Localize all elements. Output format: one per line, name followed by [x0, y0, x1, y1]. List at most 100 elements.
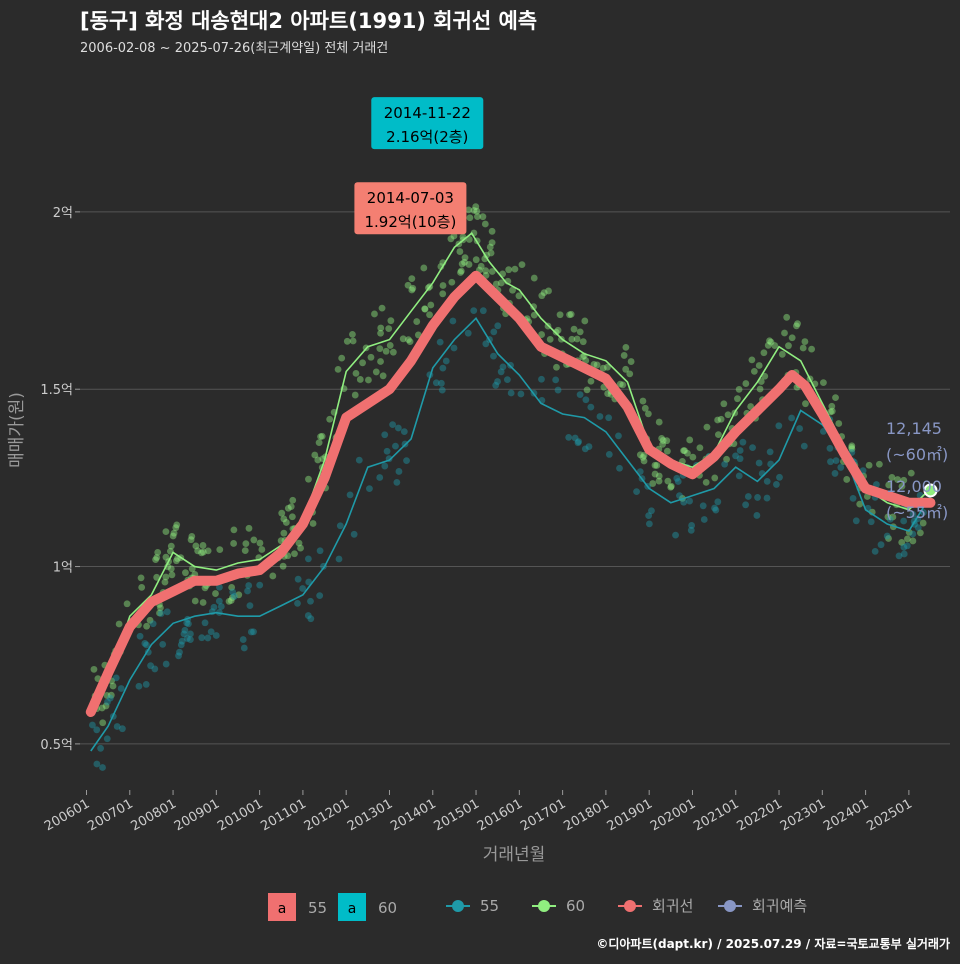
data-point: [648, 507, 655, 515]
data-point: [465, 261, 473, 268]
data-point: [633, 488, 640, 496]
data-point: [714, 498, 722, 506]
data-point: [366, 485, 373, 493]
data-point: [894, 476, 902, 483]
data-point: [488, 239, 496, 246]
data-point: [492, 381, 500, 389]
data-point: [583, 386, 591, 394]
forecast-point: [923, 483, 938, 498]
data-point: [256, 539, 264, 547]
annotation-price: 2.16억(2층): [386, 128, 468, 146]
data-point: [497, 279, 505, 287]
data-point: [305, 578, 313, 586]
y-tick-label: 0.5억: [40, 738, 73, 753]
data-point: [289, 496, 297, 504]
data-point: [739, 438, 747, 446]
data-point: [258, 546, 266, 553]
data-point: [377, 358, 384, 365]
data-point: [800, 442, 808, 450]
data-point: [465, 206, 473, 214]
data-point: [278, 509, 286, 517]
data-point: [294, 599, 301, 607]
data-point: [137, 574, 145, 582]
data-point: [699, 502, 707, 510]
data-point: [188, 565, 196, 573]
data-point: [103, 735, 111, 743]
data-point: [742, 501, 750, 509]
data-point: [473, 207, 481, 215]
data-point: [201, 584, 209, 592]
data-point: [439, 290, 447, 298]
data-point: [159, 640, 167, 648]
data-point: [157, 604, 164, 612]
data-point: [168, 571, 176, 579]
legend-line-label: 회귀예측: [752, 897, 807, 915]
data-point: [104, 698, 111, 706]
data-point: [201, 619, 209, 627]
data-point: [199, 599, 207, 606]
data-point: [343, 337, 351, 345]
data-point: [735, 472, 743, 480]
data-point: [437, 379, 445, 387]
data-point: [479, 307, 487, 315]
data-point: [742, 380, 750, 387]
data-point: [753, 512, 761, 519]
data-point: [604, 363, 611, 371]
data-point: [304, 612, 312, 619]
data-point: [355, 456, 363, 464]
data-point: [287, 503, 295, 511]
x-tick-label: 201801: [561, 796, 611, 834]
data-point: [663, 447, 671, 455]
data-point: [458, 260, 466, 268]
data-point: [297, 544, 304, 552]
data-point: [640, 451, 648, 459]
data-point: [141, 640, 149, 647]
data-point: [307, 615, 315, 623]
data-point: [796, 425, 804, 432]
data-point: [162, 573, 170, 581]
chart-subtitle: 2006-02-08 ~ 2025-07-26(최근계약일) 전체 거래건: [80, 41, 388, 56]
data-point: [172, 524, 180, 532]
data-point: [883, 532, 891, 540]
data-point: [317, 433, 324, 441]
data-point: [90, 665, 98, 673]
x-tick-label: 201701: [518, 796, 568, 834]
data-point: [123, 600, 131, 608]
data-point: [442, 357, 450, 365]
data-point: [247, 628, 255, 636]
data-point: [760, 349, 768, 357]
data-point: [903, 542, 911, 550]
data-point: [615, 432, 622, 440]
annotation-date: 2014-11-22: [384, 104, 471, 122]
data-point: [802, 400, 809, 408]
data-point: [724, 411, 732, 419]
data-point: [250, 536, 258, 544]
data-point: [651, 470, 659, 478]
data-point: [659, 440, 667, 448]
data-point: [477, 262, 485, 270]
data-point: [216, 583, 223, 591]
data-point: [365, 376, 372, 384]
data-point: [282, 519, 290, 526]
series-lines: [85, 232, 938, 752]
data-point: [207, 628, 215, 636]
data-point: [346, 491, 354, 499]
data-point: [554, 326, 562, 334]
data-point: [717, 415, 725, 423]
data-point: [849, 495, 857, 502]
data-point: [619, 381, 627, 389]
data-point: [291, 550, 298, 558]
data-point: [474, 213, 481, 221]
data-point: [848, 443, 855, 451]
data-point: [538, 331, 545, 338]
legend-fill-label: 55: [308, 899, 327, 917]
data-point: [188, 532, 196, 540]
data-point: [781, 329, 788, 337]
annotation-box: [371, 97, 484, 150]
data-point: [482, 340, 490, 348]
data-point: [409, 284, 417, 292]
data-point: [191, 597, 199, 605]
data-point: [590, 360, 598, 368]
x-tick-label: 202501: [864, 796, 914, 834]
